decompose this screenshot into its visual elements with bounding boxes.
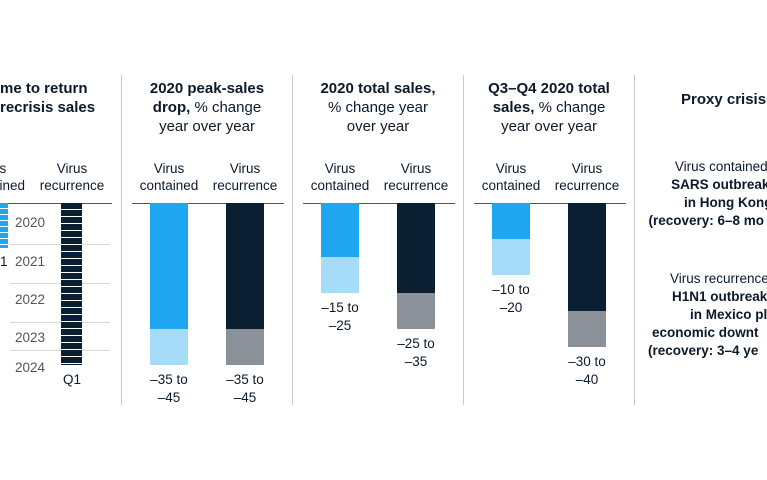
panel2-bar-2-range xyxy=(226,329,264,365)
divider-1 xyxy=(121,75,122,405)
panel3-bar-1-solid xyxy=(321,203,359,257)
divider-3 xyxy=(463,75,464,405)
panel2-bar-2-solid xyxy=(226,203,264,329)
panel4-bar-1-range xyxy=(492,239,530,275)
category-label-line: Virus xyxy=(495,161,527,176)
panel4-bar-2-range xyxy=(568,311,606,347)
panel1-cat-contained: us ained xyxy=(0,161,26,193)
year-tick-2023: 2023 xyxy=(15,330,46,345)
range-label-line: –10 to xyxy=(492,282,530,297)
panel4-baseline xyxy=(474,203,626,204)
panel3-title: 2020 total sales, % change year over yea… xyxy=(320,80,436,135)
panel4-category-label-2: Virus recurrence xyxy=(542,160,632,194)
panel3-category-label-1: Virus contained xyxy=(295,160,385,194)
panel3-range-label-1: –15 to –25 xyxy=(310,299,370,335)
panel1-title: me to return recrisis sales xyxy=(0,79,110,117)
panel2-title: 2020 peak-sales drop, % change year over… xyxy=(149,80,265,135)
range-label-line: –40 xyxy=(575,372,599,387)
divider-2 xyxy=(292,75,293,405)
panel3-range-label-2: –25 to –35 xyxy=(386,335,446,371)
year-tick-2024: 2024 xyxy=(15,360,46,375)
range-label-line: –45 xyxy=(157,390,181,405)
year-tick-2022: 2022 xyxy=(15,292,46,307)
proxy-contained: Virus contained SARS outbreak in Hong Ko… xyxy=(648,159,767,228)
panel4-range-label-1: –10 to –20 xyxy=(481,281,541,317)
category-label-line: contained xyxy=(481,178,541,193)
panel2-category-label-1: Virus contained xyxy=(124,160,214,194)
category-label-line: Virus xyxy=(153,161,185,176)
panel4-range-label-2: –30 to –40 xyxy=(557,353,617,389)
panel2-range-label-1: –35 to –45 xyxy=(139,371,199,407)
panel3-category-label-2: Virus recurrence xyxy=(371,160,461,194)
panel4-title: Q3–Q4 2020 total sales, % change year ov… xyxy=(488,80,610,135)
range-label-line: –25 xyxy=(328,318,352,333)
category-label-line: contained xyxy=(310,178,370,193)
range-label-line: –20 xyxy=(499,300,523,315)
category-label-line: recurrence xyxy=(554,178,620,193)
range-label-line: –15 to xyxy=(321,300,359,315)
panel3-baseline xyxy=(303,203,455,204)
proxy-title: Proxy crisis xyxy=(681,91,767,108)
category-label-line: contained xyxy=(139,178,199,193)
category-label-line: Virus xyxy=(400,161,432,176)
panel3-bar-2-solid xyxy=(397,203,435,293)
range-label-line: –30 to xyxy=(568,354,606,369)
panel3-bar-1-range xyxy=(321,257,359,293)
panel3-bar-2-range xyxy=(397,293,435,329)
panel1-end-label-contained: 1 xyxy=(0,254,8,269)
panel1-bar-recurrence xyxy=(61,203,82,365)
category-label-line: Virus xyxy=(324,161,356,176)
panel4-bar-2-solid xyxy=(568,203,606,311)
category-label-line: Virus xyxy=(571,161,603,176)
range-label-line: –35 xyxy=(404,354,428,369)
range-label-line: –35 to xyxy=(150,372,188,387)
category-label-line: recurrence xyxy=(383,178,449,193)
panel1-baseline xyxy=(0,203,112,204)
category-label-line: Virus xyxy=(229,161,261,176)
panel2-bar-1-range xyxy=(150,329,188,365)
category-label-line: recurrence xyxy=(212,178,278,193)
range-label-line: –25 to xyxy=(397,336,435,351)
panel4-bar-1-solid xyxy=(492,203,530,239)
panel1-bar-contained xyxy=(0,203,8,248)
year-tick-2021: 2021 xyxy=(15,254,46,269)
divider-4 xyxy=(634,75,635,405)
panel1-end-label-recurrence: Q1 xyxy=(63,372,82,387)
range-label-line: –35 to xyxy=(226,372,264,387)
panel2-range-label-2: –35 to –45 xyxy=(215,371,275,407)
panel4-category-label-1: Virus contained xyxy=(466,160,556,194)
year-tick-2020: 2020 xyxy=(15,215,46,230)
panel2-category-label-2: Virus recurrence xyxy=(200,160,290,194)
range-label-line: –45 xyxy=(233,390,257,405)
panel2-bar-1-solid xyxy=(150,203,188,329)
panel1-title-line-2: recrisis sales xyxy=(0,99,96,116)
panel2-baseline xyxy=(132,203,284,204)
proxy-recurrence: Virus recurrence H1N1 outbreak in Mexico… xyxy=(648,271,767,358)
panel1-cat-recurrence: Virus recurrence xyxy=(39,161,105,193)
panel1-title-line-1: me to return xyxy=(0,80,88,97)
